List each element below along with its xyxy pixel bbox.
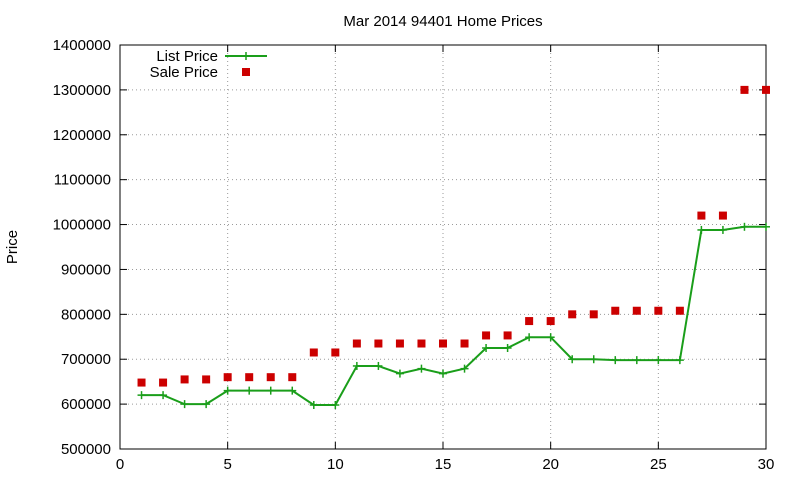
list-price-point [482,344,491,352]
list-price-point [439,369,447,378]
sale-price-point [740,85,749,94]
list-price-point [266,386,275,395]
sale-price-point [546,317,555,326]
sale-price-point [331,348,340,357]
sale-price-point [675,306,684,315]
legend-marker-list-price [242,52,250,60]
x-tick-label: 15 [435,456,452,473]
list-price-point [568,355,577,364]
y-tick-label: 1400000 [53,37,111,54]
list-price-point [611,356,620,365]
list-price-line [141,225,766,407]
list-price-point [309,401,318,410]
sale-price-point [245,373,254,382]
list-price-point [395,369,404,378]
legend-swatch-sale-price [242,68,250,76]
sale-price-point [762,85,770,94]
y-tick-label: 1300000 [53,82,111,99]
y-tick-label: 600000 [61,396,111,413]
y-tick-label: 1000000 [53,217,111,234]
sale-price-point [374,339,383,348]
list-price-point [223,386,232,395]
list-price-point [288,386,297,395]
sale-price-point [288,373,297,382]
x-tick-label: 10 [327,456,344,473]
list-price-point [697,225,706,234]
sale-price-point [439,339,447,348]
list-price-point [460,364,469,373]
list-price-point [159,391,168,400]
grid [120,45,766,449]
x-tick-label: 25 [650,456,667,473]
list-price-point [137,391,146,400]
sale-price-point [309,348,318,357]
list-price-point [245,386,254,395]
legend-label-sale-price: Sale Price [150,64,218,81]
list-price-point [675,356,684,365]
list-price-point [374,361,383,370]
sale-price-point [223,373,232,382]
list-price-point [352,361,361,370]
sale-price-point [525,317,534,326]
sale-price-series [137,85,770,387]
sale-price-point [137,378,146,387]
sale-price-point [159,378,168,387]
sale-price-point [266,373,275,382]
sale-price-point [589,310,598,319]
list-price-series [137,222,770,410]
series [137,85,770,410]
y-tick-label: 1200000 [53,127,111,144]
y-tick-label: 800000 [61,306,111,323]
chart-title: Mar 2014 94401 Home Prices [343,13,542,30]
x-tick-label: 5 [223,456,231,473]
list-price-point [589,355,598,364]
y-tick-label: 1100000 [54,172,111,189]
x-tick-label: 30 [758,456,775,473]
list-price-point [632,356,641,365]
sale-price-point [417,339,426,348]
sale-price-point [180,375,189,384]
list-price-point [718,225,727,234]
list-price-point [546,333,555,342]
y-axis-label: Price [4,230,21,264]
sale-price-point [568,310,577,319]
sale-price-point [460,339,469,348]
list-price-point [180,400,189,409]
sale-price-point [503,331,512,340]
y-tick-label: 700000 [61,351,111,368]
x-tick-label: 20 [542,456,559,473]
list-price-point [503,344,512,352]
sale-price-point [482,331,491,340]
sale-price-point [352,339,361,348]
list-price-point [417,364,426,373]
list-price-point [202,400,211,409]
sale-price-point [632,306,641,315]
list-price-point [740,222,749,231]
legend-label-list-price: List Price [156,48,218,65]
y-tick-label: 500000 [61,441,111,458]
list-price-point [525,333,534,342]
list-price-point [331,401,340,410]
x-tick-label: 0 [116,456,124,473]
sale-price-point [395,339,404,348]
y-tick-label: 900000 [61,261,111,278]
sale-price-point [611,306,620,315]
sale-price-point [718,211,727,220]
list-price-point [654,356,663,365]
sale-price-point [697,211,706,220]
axis-ticks: 500000 600000 700000 800000 900000 1000000 110… [53,37,775,473]
list-price-point [762,222,770,231]
sale-price-point [654,306,663,315]
sale-price-point [202,375,211,384]
